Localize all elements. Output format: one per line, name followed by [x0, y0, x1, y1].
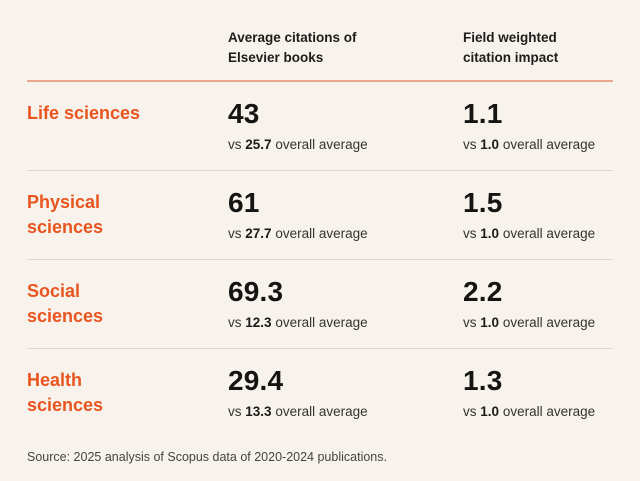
cell-citations: 69.3 vs 12.3 overall average	[228, 277, 463, 332]
vs-label: vs	[228, 137, 242, 152]
row-category-life-sciences: Life sciences	[27, 103, 141, 123]
cell-fwci: 2.2 vs 1.0 overall average	[463, 277, 613, 332]
citations-value: 43	[228, 98, 260, 129]
comparison-suffix: overall average	[275, 226, 368, 241]
table-row: Health sciences 29.4 vs 13.3 overall ave…	[27, 349, 613, 437]
comparison-suffix: overall average	[502, 226, 596, 241]
vs-label: vs	[463, 137, 477, 152]
header-spacer	[27, 28, 228, 68]
row-category-health-sciences: Health sciences	[27, 370, 104, 415]
table-row: Physical sciences 61 vs 27.7 overall ave…	[27, 171, 613, 260]
overall-average-value: 25.7	[245, 137, 272, 152]
fwci-comparison: vs 1.0 overall average	[463, 314, 613, 332]
vs-label: vs	[463, 226, 477, 241]
comparison-suffix: overall average	[502, 404, 596, 419]
column-header-citations: Average citations of Elsevier books	[228, 30, 357, 65]
overall-average-value: 27.7	[245, 226, 272, 241]
citations-value: 29.4	[228, 365, 284, 396]
fwci-comparison: vs 1.0 overall average	[463, 403, 613, 421]
citations-value: 69.3	[228, 276, 284, 307]
table-row: Social sciences 69.3 vs 12.3 overall ave…	[27, 260, 613, 349]
fwci-value: 2.2	[463, 276, 503, 307]
source-note: Source: 2025 analysis of Scopus data of …	[27, 450, 387, 464]
vs-label: vs	[228, 226, 242, 241]
fwci-value: 1.3	[463, 365, 503, 396]
cell-citations: 29.4 vs 13.3 overall average	[228, 366, 463, 421]
overall-average-value: 1.0	[480, 137, 500, 152]
comparison-suffix: overall average	[275, 137, 368, 152]
fwci-comparison: vs 1.0 overall average	[463, 136, 613, 154]
vs-label: vs	[463, 315, 477, 330]
citations-comparison: vs 13.3 overall average	[228, 403, 463, 421]
row-category-social-sciences: Social sciences	[27, 281, 104, 326]
fwci-comparison: vs 1.0 overall average	[463, 225, 613, 243]
comparison-suffix: overall average	[502, 315, 596, 330]
comparison-suffix: overall average	[275, 404, 368, 419]
cell-citations: 43 vs 25.7 overall average	[228, 99, 463, 154]
comparison-suffix: overall average	[502, 137, 596, 152]
overall-average-value: 12.3	[245, 315, 272, 330]
table-header-row: Average citations of Elsevier books Fiel…	[27, 0, 613, 82]
comparison-suffix: overall average	[275, 315, 368, 330]
overall-average-value: 1.0	[480, 404, 500, 419]
citations-value: 61	[228, 187, 260, 218]
vs-label: vs	[228, 404, 242, 419]
table-row: Life sciences 43 vs 25.7 overall average…	[27, 82, 613, 171]
citations-comparison: vs 12.3 overall average	[228, 314, 463, 332]
citations-comparison: vs 25.7 overall average	[228, 136, 463, 154]
citations-comparison: vs 27.7 overall average	[228, 225, 463, 243]
vs-label: vs	[228, 315, 242, 330]
cell-citations: 61 vs 27.7 overall average	[228, 188, 463, 243]
overall-average-value: 13.3	[245, 404, 272, 419]
cell-fwci: 1.5 vs 1.0 overall average	[463, 188, 613, 243]
cell-fwci: 1.3 vs 1.0 overall average	[463, 366, 613, 421]
column-header-fwci: Field weighted citation impact	[463, 30, 559, 65]
fwci-value: 1.5	[463, 187, 503, 218]
row-category-physical-sciences: Physical sciences	[27, 192, 104, 237]
vs-label: vs	[463, 404, 477, 419]
overall-average-value: 1.0	[480, 226, 500, 241]
fwci-value: 1.1	[463, 98, 503, 129]
cell-fwci: 1.1 vs 1.0 overall average	[463, 99, 613, 154]
overall-average-value: 1.0	[480, 315, 500, 330]
